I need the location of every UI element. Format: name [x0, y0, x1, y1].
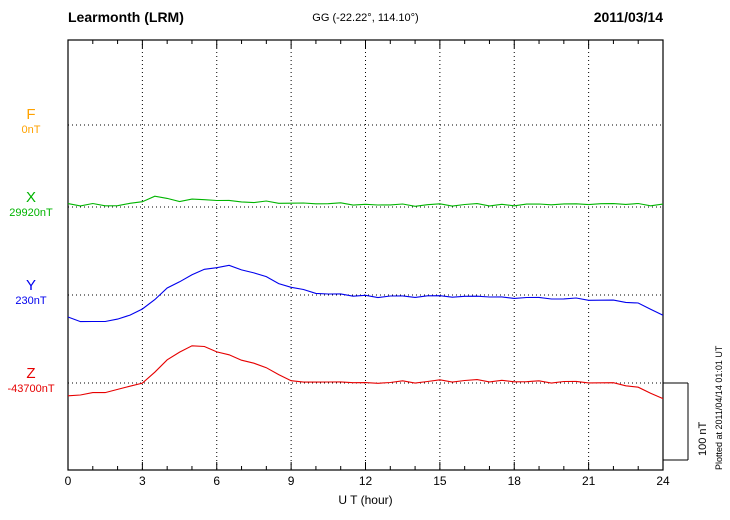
channel-letter-F: F: [26, 106, 36, 123]
x-tick-label-0: 0: [64, 474, 72, 488]
x-tick-label-9: 9: [287, 474, 295, 488]
trace-X: [67, 195, 664, 207]
channel-letter-X: X: [25, 189, 36, 206]
x-tick-label-3: 3: [139, 474, 146, 488]
channel-baseline-Z: -43700nT: [7, 382, 55, 395]
observation-date: 2011/03/14: [593, 9, 663, 25]
x-axis-title: U T (hour): [338, 493, 393, 507]
channel-label-F: F 0nT: [0, 106, 62, 136]
channel-baseline-F: 0nT: [21, 123, 41, 136]
channel-baseline-Y: 230nT: [15, 294, 47, 307]
channel-label-Z: Z -43700nT: [0, 365, 62, 395]
channel-letter-Y: Y: [25, 277, 36, 294]
channel-label-Y: Y 230nT: [0, 277, 62, 307]
x-tick-label-18: 18: [507, 474, 521, 488]
x-tick-label-12: 12: [358, 474, 373, 488]
trace-Z: [67, 345, 664, 400]
station-title: Learmonth (LRM): [68, 9, 184, 25]
scale-bar-label: 100 nT: [697, 421, 709, 456]
channel-label-X: X 29920nT: [0, 189, 62, 219]
x-tick-label-6: 6: [213, 474, 221, 488]
x-tick-label-24: 24: [656, 474, 670, 488]
geographic-coords: GG (-22.22°, 114.10°): [312, 12, 419, 24]
plotted-at-note: Plotted at 2011/04/14 01:01 UT: [714, 345, 724, 470]
x-tick-label-21: 21: [581, 474, 596, 488]
channel-letter-Z: Z: [26, 365, 36, 382]
x-tick-label-15: 15: [433, 474, 447, 488]
channel-baseline-X: 29920nT: [9, 206, 53, 219]
trace-Y: [67, 264, 664, 323]
